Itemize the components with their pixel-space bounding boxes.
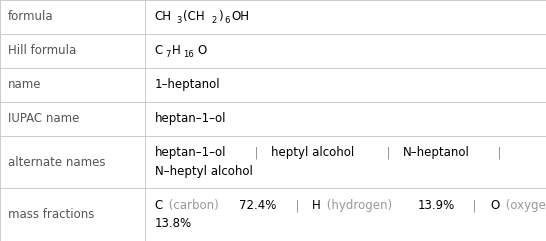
Text: H: H xyxy=(312,199,321,212)
Text: O: O xyxy=(197,44,206,57)
Text: mass fractions: mass fractions xyxy=(8,208,94,221)
Text: IUPAC name: IUPAC name xyxy=(8,112,80,125)
Text: C: C xyxy=(155,199,163,212)
Text: 6: 6 xyxy=(224,16,229,25)
Text: 13.8%: 13.8% xyxy=(155,217,192,230)
Text: 2: 2 xyxy=(211,16,217,25)
Text: 16: 16 xyxy=(183,50,194,59)
Text: |: | xyxy=(288,199,307,212)
Text: 72.4%: 72.4% xyxy=(239,199,277,212)
Text: (oxygen): (oxygen) xyxy=(502,199,546,212)
Text: |: | xyxy=(490,147,501,160)
Text: |: | xyxy=(466,199,484,212)
Text: (hydrogen): (hydrogen) xyxy=(323,199,396,212)
Text: heptan–1–ol: heptan–1–ol xyxy=(155,112,226,125)
Text: ): ) xyxy=(218,10,223,23)
Text: N–heptanol: N–heptanol xyxy=(403,147,470,160)
Text: OH: OH xyxy=(231,10,249,23)
Text: H: H xyxy=(172,44,181,57)
Text: heptyl alcohol: heptyl alcohol xyxy=(271,147,354,160)
Text: alternate names: alternate names xyxy=(8,156,106,169)
Text: O: O xyxy=(490,199,499,212)
Text: (CH: (CH xyxy=(183,10,205,23)
Text: name: name xyxy=(8,78,41,91)
Text: 7: 7 xyxy=(165,50,170,59)
Text: |: | xyxy=(247,147,266,160)
Text: |: | xyxy=(379,147,397,160)
Text: 3: 3 xyxy=(176,16,182,25)
Text: N–heptyl alcohol: N–heptyl alcohol xyxy=(155,165,252,178)
Text: C: C xyxy=(155,44,163,57)
Text: (carbon): (carbon) xyxy=(165,199,223,212)
Text: heptan–1–ol: heptan–1–ol xyxy=(155,147,226,160)
Text: CH: CH xyxy=(155,10,171,23)
Text: 1–heptanol: 1–heptanol xyxy=(155,78,220,91)
Text: 13.9%: 13.9% xyxy=(418,199,455,212)
Text: formula: formula xyxy=(8,10,54,23)
Text: Hill formula: Hill formula xyxy=(8,44,76,57)
